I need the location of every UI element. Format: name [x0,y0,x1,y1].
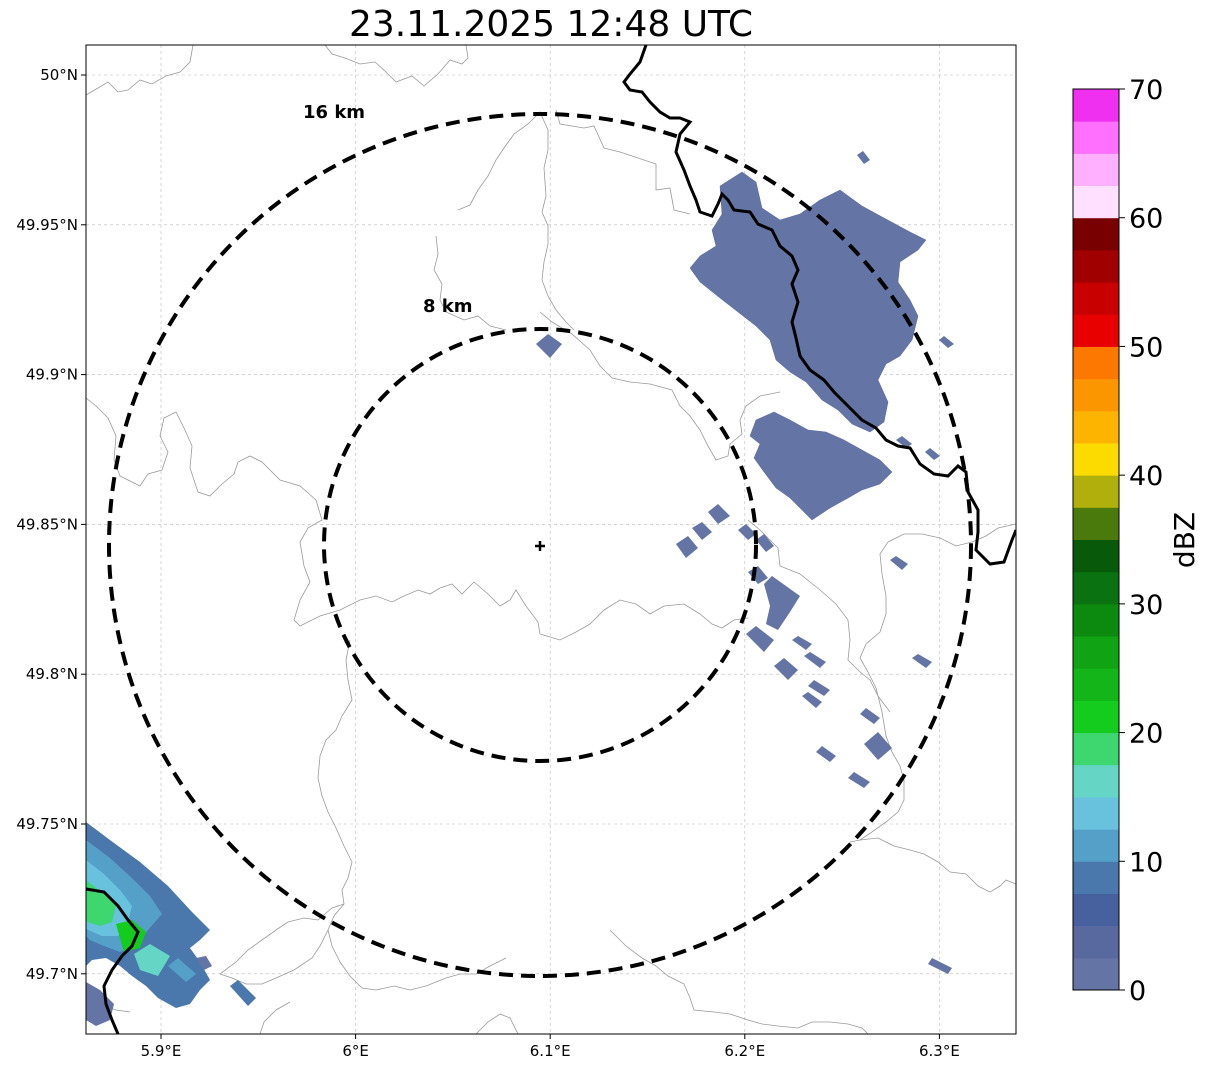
colorbar-frame [1072,88,1120,991]
echo-cluster-north [689,171,927,521]
colorbar-segment [1073,282,1119,315]
y-tick-label: 50°N [40,66,78,84]
colorbar-ticks: 0 10 20 30 40 50 60 70 [1119,75,1163,1007]
admin-boundaries [86,45,1016,1034]
colorbar-segment [1073,442,1119,476]
colorbar-segment [1073,314,1119,347]
colorbar-tick-label: 30 [1129,590,1163,621]
colorbar [1073,89,1119,991]
colorbar-segment [1073,861,1119,894]
map-frame [85,44,1017,1035]
colorbar-segment [1073,249,1119,283]
colorbar-segment [1073,89,1119,122]
colorbar-tick-label: 40 [1129,461,1163,492]
y-tick-label: 49.8°N [26,665,78,683]
range-ring-8km [322,327,758,763]
colorbar-segment [1073,764,1119,798]
colorbar-segment [1073,700,1119,734]
colorbar-segment [1073,507,1119,540]
colorbar-tick-label: 10 [1129,847,1163,878]
radar-site-marker [535,541,545,551]
colorbar-segment [1073,185,1119,219]
y-tick-label: 49.85°N [16,515,78,533]
range-ring-16km [107,112,973,978]
colorbar-label: dBZ [1168,512,1201,568]
x-tick-label: 6.1°E [530,1042,571,1060]
colorbar-segment [1073,475,1119,508]
colorbar-tick-label: 60 [1129,204,1163,235]
colorbar-segment [1073,636,1119,669]
range-rings [107,112,973,978]
colorbar-segment [1073,217,1119,251]
colorbar-segment [1073,796,1119,830]
colorbar-segment [1073,893,1119,927]
y-tick-label: 49.7°N [26,965,78,983]
colorbar-segment [1073,571,1119,605]
y-tick-label: 49.95°N [16,216,78,234]
colorbar-segment [1073,925,1119,959]
colorbar-segment [1073,957,1119,991]
colorbar-segment [1073,121,1119,154]
colorbar-segment [1073,410,1119,444]
axis-ticks: 5.9°E 6°E 6.1°E 6.2°E 6.3°E 50°N 49.95°N 49.9°N… [16,66,959,1060]
colorbar-segment [1073,346,1119,380]
y-tick-label: 49.9°N [26,366,78,384]
colorbar-tick-label: 50 [1129,332,1163,363]
map-title: 23.11.2025 12:48 UTC [348,4,754,45]
colorbar-segment [1073,539,1119,573]
echo-speckles [536,151,954,974]
colorbar-segment [1073,668,1119,701]
x-tick-label: 5.9°E [141,1042,182,1060]
x-tick-label: 6.3°E [919,1042,960,1060]
colorbar-segment [1073,732,1119,766]
y-tick-label: 49.75°N [16,815,78,833]
ring-label-16km: 16 km [303,102,365,123]
colorbar-tick-label: 20 [1129,719,1163,750]
map-background [86,45,1016,1034]
colorbar-segment [1073,378,1119,412]
x-tick-label: 6.2°E [724,1042,765,1060]
colorbar-segment [1073,153,1119,187]
colorbar-segment [1073,603,1119,637]
ring-label-8km: 8 km [423,296,473,317]
x-tick-label: 6°E [342,1042,369,1060]
colorbar-tick-label: 70 [1129,75,1163,106]
colorbar-tick-label: 0 [1129,976,1146,1007]
colorbar-segment [1073,829,1119,862]
country-borders [86,45,1016,1034]
